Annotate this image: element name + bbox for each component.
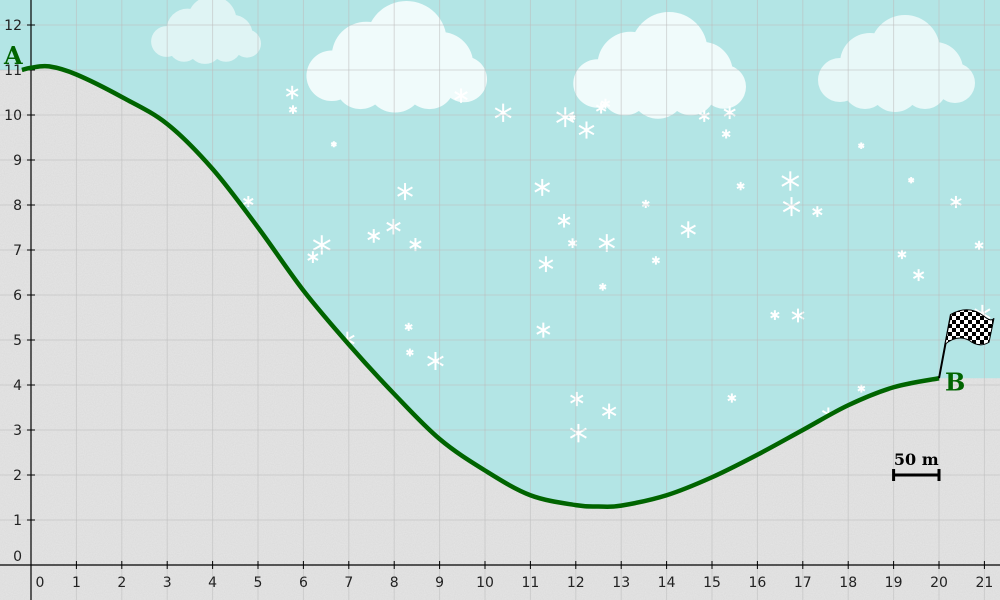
- x-tick-label: 21: [975, 575, 993, 591]
- x-tick-label: 10: [476, 575, 494, 591]
- snowflake-icon: [307, 251, 319, 263]
- x-tick-label: 11: [521, 575, 539, 591]
- snowflake-icon: [907, 177, 915, 184]
- snowflake-icon: [782, 197, 801, 217]
- y-tick-label: 7: [13, 243, 22, 259]
- x-tick-label: 0: [36, 575, 45, 591]
- x-tick-label: 6: [299, 575, 308, 591]
- y-tick-label: 5: [13, 333, 22, 349]
- snowflake-icon: [538, 256, 554, 273]
- snowflake-icon: [494, 103, 512, 122]
- y-tick-label: 9: [13, 153, 22, 169]
- snowflake-icon: [595, 102, 607, 114]
- cloud-icon: [306, 1, 487, 113]
- x-tick-label: 3: [163, 575, 172, 591]
- x-tick-label: 1: [72, 575, 81, 591]
- snowflake-icon: [534, 178, 551, 196]
- x-tick-label: 5: [254, 575, 263, 591]
- snowflake-icon: [857, 142, 865, 149]
- cloud-icon: [151, 0, 261, 64]
- y-tick-label: 10: [4, 108, 22, 124]
- y-tick-label: 6: [13, 288, 22, 304]
- snowflake-icon: [698, 110, 710, 122]
- y-tick-label: 1: [13, 513, 22, 529]
- snowflake-icon: [397, 183, 413, 201]
- y-tick-label: 2: [13, 468, 22, 484]
- snowflake-icon: [598, 283, 607, 291]
- snowflake-icon: [727, 393, 737, 403]
- scale-bar-line: [892, 469, 941, 481]
- clouds: [151, 0, 975, 119]
- snowflake-icon: [427, 351, 444, 371]
- snowflake-icon: [312, 235, 331, 255]
- y-tick-label: 11: [4, 63, 22, 79]
- x-tick-label: 7: [344, 575, 353, 591]
- snowflake-icon: [721, 129, 731, 139]
- snowflake-icon: [770, 310, 780, 320]
- x-tick-label: 9: [435, 575, 444, 591]
- snowflake-icon: [285, 85, 299, 100]
- snowflake-icon: [600, 98, 611, 109]
- snowflake-icon: [536, 322, 551, 338]
- y-tick-label: 3: [13, 423, 22, 439]
- y-tick-label: 0: [13, 549, 22, 565]
- scale-bar-label: 50 m: [894, 450, 939, 469]
- cloud-icon: [818, 15, 975, 112]
- snowflake-icon: [812, 206, 823, 218]
- scale-bar: 50 m: [892, 450, 941, 481]
- snow-texture: [0, 66, 1000, 600]
- y-tick-label: 8: [13, 198, 22, 214]
- snowflake-icon: [404, 322, 413, 332]
- snowflake-icon: [781, 171, 800, 191]
- x-tick-label: 14: [658, 575, 676, 591]
- x-tick-label: 17: [794, 575, 812, 591]
- snowflake-icon: [556, 107, 575, 128]
- x-tick-label: 12: [567, 575, 585, 591]
- snowflake-icon: [386, 218, 401, 235]
- snowflake-icon: [912, 269, 925, 282]
- snowflake-icon: [950, 195, 962, 209]
- snowflake-icon: [409, 238, 422, 252]
- cloud-icon: [573, 12, 746, 119]
- snowflake-icon: [598, 234, 615, 252]
- checkered-flag-icon: [938, 309, 995, 379]
- snowflake-icon: [857, 384, 866, 393]
- x-tick-label: 15: [703, 575, 721, 591]
- x-tick-label: 18: [839, 575, 857, 591]
- point-b-label: B: [945, 367, 965, 396]
- snowflake-icon: [367, 229, 381, 243]
- x-tick-label: 2: [117, 575, 126, 591]
- snowflake-icon: [736, 181, 745, 191]
- x-tick-label: 19: [885, 575, 903, 591]
- x-tick-label: 4: [208, 575, 217, 591]
- snowflake-icon: [974, 240, 984, 251]
- slope-curve: [21, 63, 940, 510]
- snowflake-icon: [288, 105, 298, 114]
- y-tick-label: 12: [4, 18, 22, 34]
- snowflake-icon: [330, 141, 337, 148]
- snowflake-icon: [578, 121, 595, 139]
- x-tick-label: 16: [748, 575, 766, 591]
- y-tick-label: 4: [13, 378, 22, 394]
- snowflake-icon: [405, 348, 414, 357]
- snowflake-icon: [570, 391, 584, 407]
- snowflake-icon: [791, 308, 805, 323]
- snowflake-icon: [680, 221, 696, 238]
- snowflake-icon: [557, 214, 571, 228]
- x-tick-label: 8: [390, 575, 399, 591]
- snowflake-icon: [897, 249, 907, 260]
- snowflake-icon: [651, 256, 661, 265]
- snowflake-icon: [454, 88, 468, 103]
- snowflake-icon: [601, 403, 617, 420]
- point-a-label: A: [3, 41, 23, 70]
- x-tick-label: 20: [930, 575, 948, 591]
- x-tick-label: 13: [612, 575, 630, 591]
